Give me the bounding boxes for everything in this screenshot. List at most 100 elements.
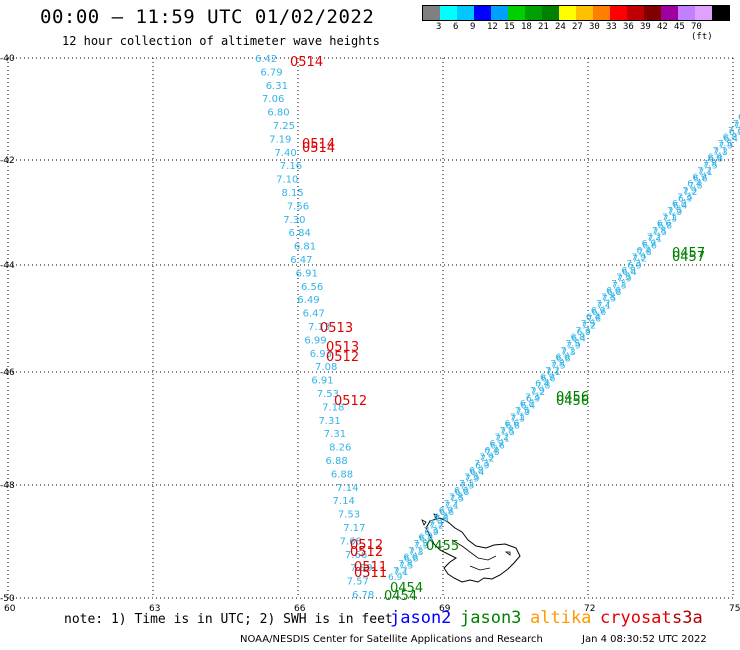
wave-height-value: 7.66 (345, 550, 367, 561)
wave-height-value: 7.2 (683, 188, 697, 198)
wave-height-value: 7.5 (718, 140, 732, 150)
wave-height-value: 7.14 (333, 496, 355, 507)
wave-height-value: 7.5 (413, 540, 427, 550)
cryosat-time-label: 0512 (350, 538, 383, 553)
wave-height-value: 7.57 (347, 577, 369, 588)
wave-height-value: 6.88 (326, 456, 348, 467)
wave-height-value: 6.47 (290, 255, 312, 266)
lat-label: -44 (0, 261, 15, 271)
page-title: 00:00 – 11:59 UTC 01/02/2022 (40, 6, 375, 28)
legend-label: 36 (623, 22, 634, 32)
wave-height-value: 7.53 (338, 510, 360, 521)
wave-height-value: 7.3 (525, 393, 539, 403)
wave-height-value: 7.2 (734, 121, 740, 131)
lon-label: 69 (439, 604, 451, 614)
cryosat-time-label: 0512 (326, 350, 359, 365)
wave-height-value: 6.8 (672, 200, 687, 210)
cryosat-time-label: 0514 (302, 141, 335, 156)
wave-height-value: 7.3 (474, 460, 488, 470)
lat-label: -42 (0, 156, 15, 166)
wave-height-value: 7.9 (733, 120, 740, 130)
wave-height-value: 6.6 (505, 420, 520, 430)
wave-height-value: 7.2 (531, 388, 545, 398)
wave-height-value: 7.1 (662, 213, 676, 223)
wave-height-value: 6.79 (260, 67, 282, 78)
legend-label: 3 (436, 22, 442, 32)
legend-swatch (440, 6, 457, 20)
wave-height-value: 6.9 (526, 395, 541, 405)
wave-height-value: 7.9 (617, 275, 632, 285)
island-outline (425, 517, 521, 583)
wave-height-value: 7.3 (561, 348, 575, 358)
wave-height-value: 7.9 (465, 475, 480, 485)
wave-height-value: 7.5 (602, 295, 616, 305)
cryosat-time-label: 0511 (354, 566, 387, 581)
wave-height-value: 7.8 (739, 115, 740, 125)
wave-height-value: 7.9 (516, 408, 531, 418)
wave-height-value: 6.9 (489, 440, 504, 450)
wave-height-value: 7.9 (581, 320, 596, 330)
wave-height-value: 6.4 (738, 113, 740, 123)
wave-height-value: 7.9 (631, 253, 646, 263)
legend-swatch (457, 6, 474, 20)
lat-label: -40 (0, 54, 15, 64)
wave-height-value: 7.8 (398, 560, 413, 570)
wave-height-value: 6.9 (729, 128, 740, 138)
east-track-values: 6.97.17.27.57.86.86.67.37.17.97.56.46.86… (388, 113, 740, 583)
wave-height-value: 7.5 (450, 495, 464, 505)
cryosat-time-label: 0512 (334, 394, 367, 409)
cryosat-time-label: 0511 (354, 560, 387, 575)
wave-height-value: 7.2 (444, 500, 458, 510)
jason3-time-label: 0457 (672, 246, 705, 261)
wave-height-value: 7.56 (287, 201, 309, 212)
wave-height-value: 7.2 (480, 455, 494, 465)
wave-height-value: 6.8 (571, 333, 586, 343)
wave-height-value: 6.9 (678, 195, 693, 205)
wave-height-value: 6.6 (708, 153, 723, 163)
wave-height-value: 7.9 (530, 386, 545, 396)
legend-swatch (508, 6, 525, 20)
lon-label: 66 (294, 604, 306, 614)
legend-label: 9 (470, 22, 476, 32)
wave-height-value: 7.3 (576, 326, 590, 336)
wave-height-value: 7.14 (336, 483, 358, 494)
legend-swatch (661, 6, 678, 20)
wave-height-value: 7.1 (394, 568, 408, 578)
wave-height-value: 7.16 (280, 161, 302, 172)
wave-height-value: 7.5 (464, 473, 478, 483)
wave-height-value: 7.1 (546, 368, 560, 378)
wave-height-value: 7.9 (682, 186, 697, 196)
cryosat-time-label: 0512 (350, 545, 383, 560)
wave-height-value: 6.91 (311, 376, 333, 387)
wave-height-value: 7.13 (308, 322, 330, 333)
legend-label: 21 (538, 22, 549, 32)
wave-height-value: 7.3 (728, 126, 740, 136)
wave-height-value: 7.5 (399, 561, 413, 571)
wave-height-value: 7.8 (485, 448, 500, 458)
wave-height-value: 7.3 (424, 526, 438, 536)
wave-height-value: 7.40 (274, 148, 296, 159)
wave-height-value: 7.2 (647, 233, 661, 243)
wave-height-value: 7.19 (269, 134, 291, 145)
wave-height-value: 6.8 (708, 155, 723, 165)
wave-height-value: 7.9 (479, 453, 494, 463)
wave-height-value: 7.53 (317, 389, 339, 400)
cryosat-time-label: 0513 (320, 321, 353, 336)
credit-text: NOAA/NESDIS Center for Satellite Applica… (240, 634, 543, 645)
wave-height-value: 6.8 (621, 266, 636, 276)
satellite-altika: altika (530, 608, 592, 628)
wave-height-value: 7.5 (653, 228, 667, 238)
legend-label: 6 (453, 22, 459, 32)
wave-height-value: 7.1 (560, 346, 574, 356)
wave-height-value: 6.99 (304, 335, 326, 346)
wave-height-value: 6.4 (673, 201, 688, 211)
wave-height-value: 6.6 (440, 508, 455, 518)
wave-height-value: 6.9 (540, 373, 555, 383)
wave-height-value: 6.9 (475, 461, 490, 471)
legend-swatch (593, 6, 610, 20)
wave-height-value: 7.2 (582, 321, 596, 331)
wave-height-value: 6.4 (586, 313, 601, 323)
wave-height-value: 6.4 (687, 180, 702, 190)
